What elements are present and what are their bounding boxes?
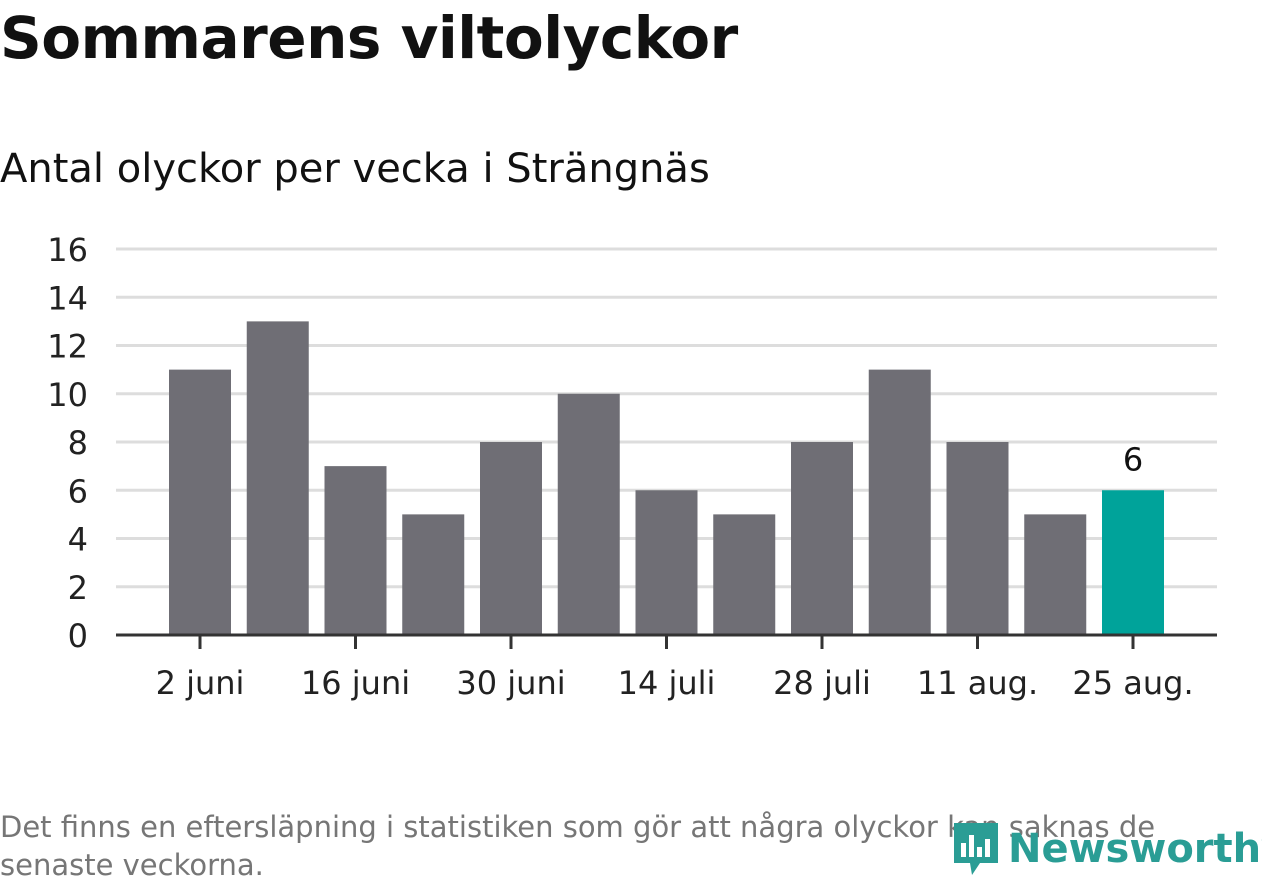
bar <box>635 490 698 635</box>
bar <box>480 442 542 635</box>
x-tick-label: 11 aug. <box>917 664 1038 702</box>
x-tick-label: 16 juni <box>301 664 410 702</box>
y-tick-label: 12 <box>47 328 88 366</box>
bar <box>402 514 465 635</box>
y-tick-label: 10 <box>47 376 88 414</box>
y-tick-label: 2 <box>68 569 88 607</box>
y-tick-label: 6 <box>68 472 88 510</box>
chart-title: Sommarens viltolyckor <box>0 4 738 72</box>
brand-name: Newsworthy <box>1008 826 1262 872</box>
x-tick-label: 25 aug. <box>1072 664 1193 702</box>
y-tick-label: 4 <box>68 521 88 559</box>
data-labels: 6 <box>1123 440 1143 478</box>
bar <box>868 369 931 635</box>
bar <box>557 393 620 635</box>
bar-highlighted <box>1102 490 1164 635</box>
bar <box>169 369 231 635</box>
bar <box>324 466 387 635</box>
bar <box>791 442 853 635</box>
newsworthy-logo-icon <box>954 823 998 875</box>
data-label: 6 <box>1123 440 1143 478</box>
newsworthy-logo: Newsworthy <box>950 818 1262 880</box>
y-tick-label: 16 <box>47 231 88 269</box>
chart-subtitle: Antal olyckor per vecka i Strängnäs <box>0 146 710 192</box>
y-tick-label: 0 <box>68 617 88 655</box>
y-axis-ticks: 0 2 4 6 8 10 12 14 16 <box>47 231 88 655</box>
bars <box>169 321 1164 635</box>
bar-chart: 0 2 4 6 8 10 12 14 16 6 2 juni 16 juni 30 juni 14 j… <box>47 231 1217 702</box>
bar <box>246 321 309 635</box>
x-tick-label: 14 juli <box>618 664 716 702</box>
x-axis: 2 juni 16 juni 30 juni 14 juli 28 juli 11 aug… <box>116 633 1217 702</box>
x-tick-label: 28 juli <box>773 664 871 702</box>
x-tick-label: 30 juni <box>456 664 565 702</box>
x-tick-label: 2 juni <box>156 664 245 702</box>
bar <box>946 442 1009 635</box>
y-tick-label: 14 <box>47 279 88 317</box>
y-tick-label: 8 <box>68 424 88 462</box>
bar <box>713 514 776 635</box>
bar <box>1024 514 1087 635</box>
